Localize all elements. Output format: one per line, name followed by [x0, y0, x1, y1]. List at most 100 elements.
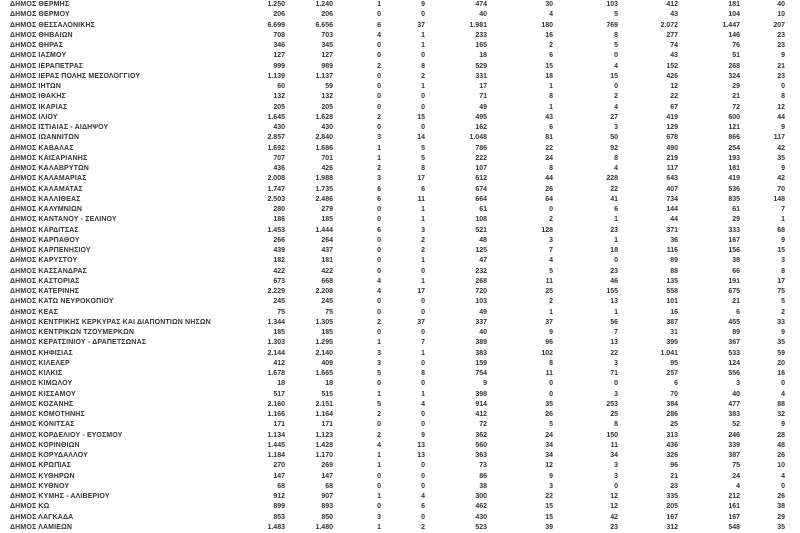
value-cell: 171 — [321, 421, 333, 429]
value-cell: 362 — [475, 431, 487, 439]
value-cell: 5 — [421, 144, 425, 152]
value-cell: 668 — [321, 277, 333, 285]
value-cell: 15 — [545, 62, 553, 70]
table-row: ΔΗΜΟΣ ΘΗΒΑΙΩΝ 708 703 4 1 233 16 8 277 146 23 — [0, 31, 800, 41]
value-cell: 279 — [321, 206, 333, 213]
row-spacer — [785, 41, 800, 51]
value-cell: 0 — [377, 308, 381, 316]
value-cell: 720 — [475, 288, 487, 295]
value-cell: 35 — [545, 400, 553, 408]
municipality-name-cell: ΔΗΜΟΣ ΚΑΛΑΜΑΤΑΣ — [10, 185, 83, 193]
value-cell: 76 — [732, 42, 740, 49]
row-spacer — [785, 256, 800, 266]
value-cell: 64 — [545, 195, 553, 203]
municipality-name-cell: ΔΗΜΟΣ ΚΑΣΤΟΡΙΑΣ — [10, 277, 80, 285]
table-row: ΔΗΜΟΣ ΚΕΝΤΡΙΚΗΣ ΚΕΡΚΥΡΑΣ ΚΑΙ ΔΙΑΠΟΝΤΙΩΝ … — [0, 318, 800, 328]
value-cell: 703 — [321, 31, 333, 39]
value-cell: 835 — [728, 195, 740, 203]
value-cell: 0 — [421, 52, 425, 60]
value-cell: 22 — [545, 144, 553, 152]
value-cell: 81 — [545, 134, 553, 142]
table-row: ΔΗΜΟΣ ΙΕΡΑΠΕΤΡΑΣ 999 989 2 8 529 15 4 152 268 21 — [0, 62, 800, 72]
value-cell: 1 — [549, 83, 553, 90]
value-cell: 11 — [417, 195, 425, 203]
value-cell: 16 — [545, 31, 553, 39]
value-cell: 7 — [781, 206, 785, 213]
value-cell: 2 — [377, 113, 381, 121]
value-cell: 212 — [728, 493, 740, 500]
value-cell: 29 — [732, 83, 740, 90]
value-cell: 1 — [421, 216, 425, 224]
value-cell: 48 — [479, 236, 487, 244]
value-cell: 4 — [614, 165, 618, 172]
value-cell: 71 — [610, 370, 618, 377]
row-spacer — [785, 103, 800, 113]
value-cell: 162 — [475, 124, 487, 131]
value-cell: 0 — [377, 52, 381, 60]
value-cell: 4 — [421, 493, 425, 500]
value-cell: 92 — [610, 144, 618, 152]
value-cell: 205 — [666, 503, 678, 511]
value-cell: 52 — [732, 421, 740, 429]
table-row: ΔΗΜΟΣ ΚΗΦΙΣΙΑΣ 2.144 2.140 3 1 383 102 22 1.041 5… — [0, 349, 800, 359]
value-cell: 1.134 — [267, 431, 285, 439]
value-cell: 75 — [777, 288, 785, 295]
value-cell: 26 — [777, 452, 785, 459]
value-cell: 2.486 — [315, 195, 333, 203]
value-cell: 339 — [728, 441, 740, 449]
value-cell: 9 — [421, 1, 425, 8]
value-cell: 21 — [670, 472, 678, 480]
value-cell: 426 — [321, 165, 333, 172]
value-cell: 0 — [781, 83, 785, 90]
value-cell: 0 — [421, 359, 425, 367]
value-cell: 132 — [321, 93, 333, 101]
value-cell: 245 — [321, 298, 333, 306]
value-cell: 61 — [732, 206, 740, 213]
table-row: ΔΗΜΟΣ ΚΥΘΗΡΩΝ 147 147 0 0 86 9 3 21 24 4 — [0, 472, 800, 482]
value-cell: 269 — [321, 462, 333, 470]
row-spacer — [785, 461, 800, 471]
municipality-name-cell: ΔΗΜΟΣ ΚΑΛΑΜΑΡΙΑΣ — [10, 175, 87, 183]
value-cell: 127 — [321, 52, 333, 60]
value-cell: 10 — [777, 11, 785, 19]
value-cell: 409 — [321, 359, 333, 367]
value-cell: 35 — [777, 339, 785, 347]
value-cell: 4 — [549, 11, 553, 19]
value-cell: 24 — [545, 154, 553, 162]
value-cell: 1.686 — [315, 144, 333, 152]
value-cell: 107 — [475, 165, 487, 172]
value-cell: 7 — [421, 339, 425, 347]
row-spacer — [785, 144, 800, 154]
value-cell: 9 — [781, 329, 785, 336]
value-cell: 1 — [377, 452, 381, 459]
value-cell: 71 — [479, 93, 487, 101]
table-row: ΔΗΜΟΣ ΙΛΙΟΥ 1.645 1.628 2 15 495 43 27 419 600 44 — [0, 113, 800, 123]
value-cell: 161 — [728, 503, 740, 511]
value-cell: 0 — [377, 124, 381, 131]
value-cell: 6.656 — [315, 21, 333, 29]
municipality-name-cell: ΔΗΜΟΣ ΚΥΘΗΡΩΝ — [10, 472, 75, 480]
value-cell: 21 — [732, 93, 740, 101]
table-row: ΔΗΜΟΣ ΚΟΖΑΝΗΣ 2.160 2.151 5 4 914 35 253 384 477 8… — [0, 400, 800, 410]
table-row: ΔΗΜΟΣ ΚΟΡΔΕΛΙΟΥ - ΕΥΟΣΜΟΥ 1.134 1.123 2 9 362… — [0, 431, 800, 441]
table-row: ΔΗΜΟΣ ΙΚΑΡΙΑΣ 205 205 0 0 49 1 4 67 72 12 — [0, 103, 800, 113]
value-cell: 333 — [728, 226, 740, 234]
municipality-name-cell: ΔΗΜΟΣ ΚΑΡΠΑΘΟΥ — [10, 236, 80, 244]
value-cell: 3 — [781, 257, 785, 265]
value-cell: 0 — [377, 257, 381, 265]
value-cell: 12 — [545, 462, 553, 470]
value-cell: 1 — [377, 339, 381, 347]
value-cell: 0 — [377, 482, 381, 490]
value-cell: 678 — [666, 134, 678, 142]
value-cell: 3 — [549, 236, 553, 244]
value-cell: 2.160 — [267, 400, 285, 408]
value-cell: 1 — [377, 462, 381, 470]
value-cell: 193 — [728, 154, 740, 162]
value-cell: 24 — [545, 431, 553, 439]
value-cell: 180 — [541, 21, 553, 29]
value-cell: 0 — [377, 421, 381, 429]
value-cell: 165 — [475, 42, 487, 49]
value-cell: 1.250 — [267, 1, 285, 8]
value-cell: 75 — [277, 308, 285, 316]
row-spacer — [785, 123, 800, 133]
